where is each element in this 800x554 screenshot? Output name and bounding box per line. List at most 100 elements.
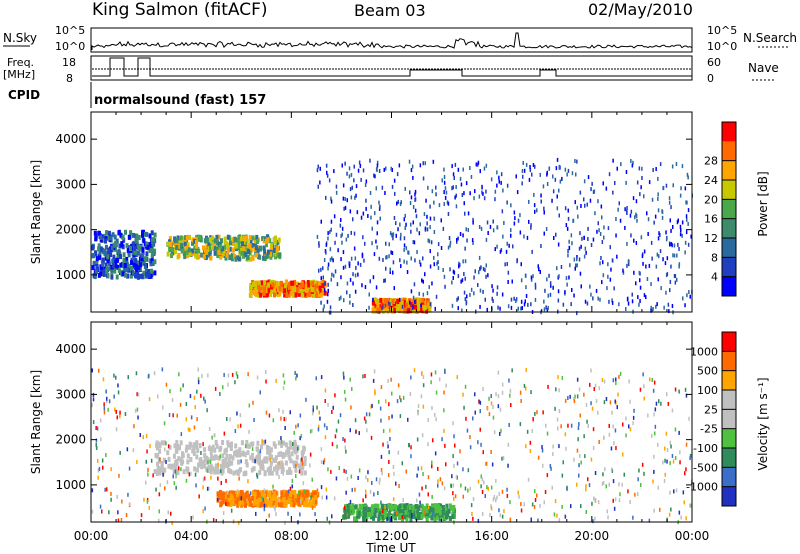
- data-cell: [457, 274, 460, 279]
- data-cell: [322, 266, 324, 271]
- data-cell: [262, 245, 266, 251]
- data-cell: [445, 383, 447, 388]
- data-cell: [628, 262, 630, 267]
- data-cell: [676, 277, 678, 282]
- data-cell: [680, 515, 682, 520]
- data-cell: [190, 248, 194, 254]
- data-cell: [560, 424, 562, 429]
- data-cell: [659, 233, 661, 237]
- data-cell: [263, 249, 267, 255]
- data-cell: [150, 258, 154, 264]
- data-cell: [104, 262, 108, 268]
- data-cell: [405, 469, 407, 474]
- data-cell: [295, 474, 297, 478]
- data-cell: [272, 418, 275, 423]
- data-cell: [244, 502, 247, 508]
- data-cell: [221, 499, 225, 505]
- data-cell: [345, 504, 349, 510]
- data-cell: [340, 295, 342, 300]
- data-cell: [198, 235, 202, 241]
- data-cell: [657, 277, 659, 282]
- data-cell: [320, 447, 323, 452]
- data-cell: [444, 195, 447, 200]
- data-cell: [463, 201, 465, 206]
- data-cell: [669, 440, 671, 445]
- data-cell: [273, 495, 276, 501]
- data-cell: [122, 252, 126, 258]
- data-cell: [385, 399, 387, 404]
- data-cell: [320, 276, 322, 281]
- data-cell: [291, 499, 295, 505]
- data-cell: [444, 186, 447, 191]
- data-cell: [529, 165, 531, 169]
- data-cell: [263, 470, 267, 476]
- data-cell: [490, 394, 492, 399]
- data-cell: [105, 266, 109, 271]
- data-cell: [117, 510, 119, 515]
- data-cell: [136, 392, 138, 397]
- data-cell: [314, 495, 318, 501]
- data-cell: [241, 495, 245, 501]
- data-cell: [523, 502, 525, 507]
- data-cell: [427, 508, 431, 514]
- data-cell: [443, 180, 446, 185]
- data-cell: [648, 263, 651, 268]
- data-cell: [681, 220, 684, 225]
- data-cell: [362, 168, 365, 173]
- data-cell: [542, 463, 544, 468]
- data-cell: [167, 463, 171, 469]
- data-cell: [230, 460, 234, 466]
- data-cell: [405, 505, 409, 511]
- data-cell: [443, 167, 445, 172]
- data-cell: [252, 400, 254, 405]
- data-cell: [275, 378, 277, 383]
- data-cell: [332, 258, 334, 263]
- data-cell: [374, 389, 376, 394]
- data-cell: [312, 503, 316, 508]
- data-cell: [99, 271, 103, 277]
- data-cell: [434, 370, 437, 375]
- data-cell: [261, 496, 264, 501]
- data-cell: [272, 237, 276, 243]
- data-cell: [618, 201, 620, 206]
- data-cell: [240, 241, 244, 247]
- data-cell: [421, 297, 425, 303]
- data-cell: [357, 476, 359, 480]
- data-cell: [321, 495, 323, 500]
- data-cell: [373, 298, 377, 303]
- data-cell: [178, 372, 180, 377]
- data-cell: [122, 257, 126, 263]
- data-cell: [399, 236, 402, 241]
- data-cell: [664, 472, 666, 477]
- data-cell: [398, 484, 400, 488]
- data-cell: [633, 408, 635, 413]
- data-cell: [323, 304, 325, 309]
- data-cell: [381, 306, 383, 311]
- data-cell: [633, 270, 635, 275]
- data-cell: [115, 274, 119, 280]
- data-cell: [624, 207, 626, 212]
- data-cell: [657, 196, 659, 201]
- data-cell: [316, 488, 319, 493]
- nsky-tick-high: 10^5: [55, 24, 85, 37]
- data-cell: [477, 283, 479, 287]
- data-cell: [569, 263, 571, 268]
- data-cell: [267, 470, 271, 476]
- data-cell: [92, 420, 95, 425]
- data-cell: [235, 498, 239, 504]
- data-cell: [592, 446, 595, 450]
- data-cell: [678, 264, 680, 269]
- data-cell: [312, 408, 314, 413]
- data-cell: [676, 220, 679, 225]
- time-tick-label: 00:00: [675, 529, 710, 543]
- data-cell: [583, 197, 585, 202]
- data-cell: [108, 399, 111, 404]
- data-cell: [101, 257, 105, 263]
- data-cell: [431, 189, 434, 194]
- data-cell: [212, 518, 215, 523]
- data-cell: [625, 180, 627, 185]
- data-cell: [308, 288, 312, 294]
- data-cell: [507, 304, 510, 309]
- data-cell: [406, 270, 409, 274]
- data-cell: [607, 226, 610, 231]
